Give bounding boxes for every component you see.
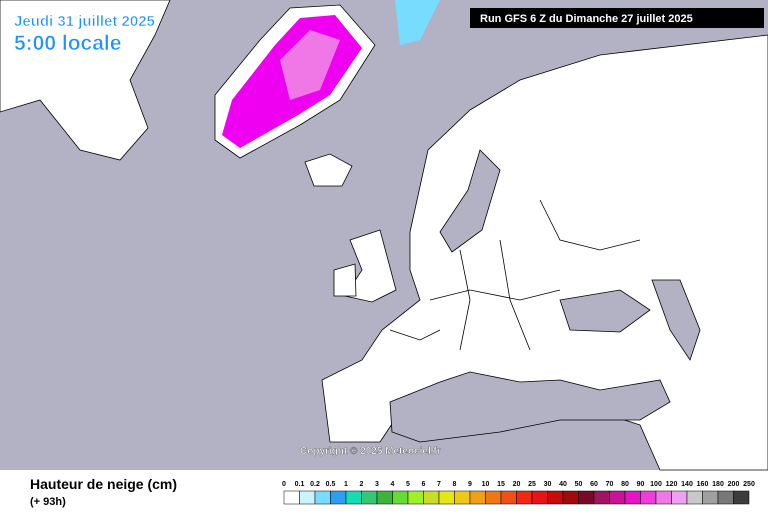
legend-subtitle: (+ 93h) — [30, 496, 66, 508]
legend-label: 5 — [406, 481, 410, 488]
legend-title: Hauteur de neige (cm) — [30, 476, 177, 492]
ireland — [333, 263, 357, 297]
legend-swatch — [562, 490, 579, 505]
legend-label: 30 — [544, 481, 552, 488]
legend-label: 1 — [344, 481, 348, 488]
iceland — [304, 153, 353, 187]
legend-swatch — [361, 490, 378, 505]
run-info: Run GFS 6 Z du Dimanche 27 juillet 2025 — [480, 13, 693, 25]
run-banner — [470, 8, 764, 28]
border — [429, 289, 561, 301]
snow-area — [280, 30, 340, 100]
baltic-sea — [439, 149, 501, 253]
legend: 0 0.1 0.2 0.5 1 2 3 4 5 6 7 8 9 10 15 20 25 30 40 50 60 70 80 9… — [282, 481, 755, 505]
legend-swatch — [392, 490, 409, 505]
legend-label: 70 — [606, 481, 614, 488]
legend-label: 180 — [712, 481, 724, 488]
legend-swatch — [376, 490, 393, 505]
legend-swatch — [500, 490, 517, 505]
caspian-sea — [651, 279, 701, 361]
legend-swatch — [578, 490, 595, 505]
legend-swatch — [314, 490, 331, 505]
legend-swatch — [593, 490, 610, 505]
legend-label: 25 — [528, 481, 536, 488]
legend-swatch — [423, 490, 440, 505]
legend-label: 9 — [468, 481, 472, 488]
legend-swatch — [547, 490, 564, 505]
legend-swatch — [733, 490, 750, 505]
legend-swatch — [655, 490, 672, 505]
legend-label: 200 — [728, 481, 740, 488]
legend-swatch — [330, 490, 347, 505]
north-america — [0, 0, 171, 161]
legend-label: 120 — [666, 481, 678, 488]
legend-label: 7 — [437, 481, 441, 488]
snow-area — [395, 0, 440, 45]
legend-swatch — [516, 490, 533, 505]
legend-label: 80 — [621, 481, 629, 488]
legend-label: 140 — [681, 481, 693, 488]
border — [539, 199, 641, 251]
legend-label: 6 — [422, 481, 426, 488]
legend-label: 0.2 — [310, 481, 320, 488]
legend-label: 40 — [559, 481, 567, 488]
copyright: Copyright © 2025 Meteociel.fr — [300, 446, 441, 457]
legend-swatch — [454, 490, 471, 505]
legend-swatch — [531, 490, 548, 505]
border — [389, 329, 441, 341]
legend-label: 2 — [360, 481, 364, 488]
legend-swatch — [283, 490, 300, 505]
border — [499, 239, 531, 351]
legend-label: 3 — [375, 481, 379, 488]
legend-label: 60 — [590, 481, 598, 488]
legend-swatch — [624, 490, 641, 505]
mediterranean — [389, 371, 671, 443]
legend-swatch — [438, 490, 455, 505]
legend-swatch — [485, 490, 502, 505]
inland-seas — [389, 149, 701, 443]
legend-swatch — [299, 490, 316, 505]
legend-label: 4 — [391, 481, 395, 488]
legend-label: 0.5 — [326, 481, 336, 488]
legend-label: 0.1 — [295, 481, 305, 488]
legend-label: 250 — [743, 481, 755, 488]
border — [459, 249, 471, 351]
legend-swatch — [702, 490, 719, 505]
black-sea — [559, 289, 651, 333]
legend-label: 15 — [497, 481, 505, 488]
legend-swatch — [469, 490, 486, 505]
great-britain — [344, 229, 397, 303]
legend-swatch — [345, 490, 362, 505]
legend-swatch — [671, 490, 688, 505]
legend-swatch — [686, 490, 703, 505]
legend-swatch — [609, 490, 626, 505]
time: 5:00 locale — [14, 32, 121, 55]
legend-label: 160 — [697, 481, 709, 488]
legend-swatch — [640, 490, 657, 505]
legend-label: 100 — [650, 481, 662, 488]
legend-label: 50 — [575, 481, 583, 488]
legend-label: 90 — [637, 481, 645, 488]
legend-label: 10 — [482, 481, 490, 488]
legend-label: 8 — [453, 481, 457, 488]
legend-label: 20 — [513, 481, 521, 488]
legend-swatch — [407, 490, 424, 505]
legend-label: 0 — [282, 481, 286, 488]
legend-swatch — [717, 490, 734, 505]
date: Jeudi 31 juillet 2025 — [14, 13, 155, 30]
